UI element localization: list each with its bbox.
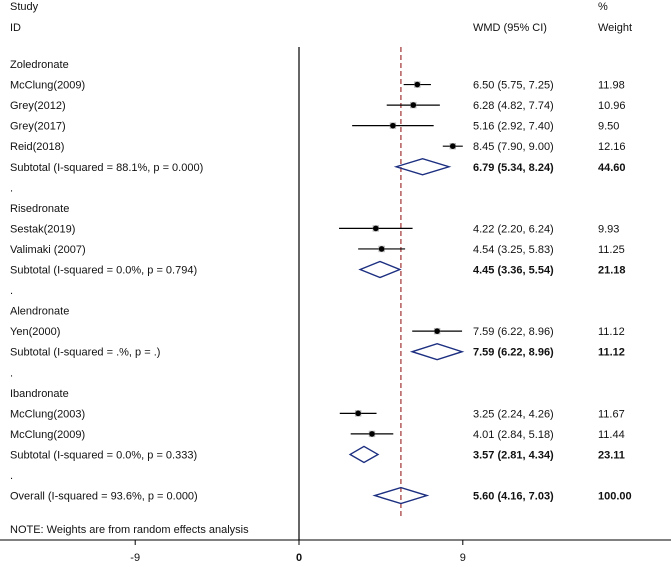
subtotal-label: Subtotal (I-squared = 0.0%, p = 0.333) — [10, 449, 197, 461]
percent-header: % — [598, 1, 608, 13]
ci-value: 6.79 (5.34, 8.24) — [473, 162, 554, 174]
weight-value: 21.18 — [598, 265, 626, 277]
ci-value: 5.60 (4.16, 7.03) — [473, 491, 554, 503]
ci-value: 4.22 (2.20, 6.24) — [473, 223, 554, 235]
ci-value: 3.25 (2.24, 4.26) — [473, 408, 554, 420]
study-row-label: McClung(2003) — [10, 408, 85, 420]
separator-dot: . — [10, 470, 13, 482]
group-label: Zoledronate — [10, 59, 69, 71]
subtotal-diamond — [409, 342, 465, 361]
ci-value: 8.45 (7.90, 9.00) — [473, 141, 554, 153]
subtotal-diamond — [393, 158, 452, 176]
weight-value: 44.60 — [598, 162, 626, 174]
group-label: Risedronate — [10, 203, 69, 215]
study-row-label: Reid(2018) — [10, 141, 64, 153]
footnote: NOTE: Weights are from random effects an… — [10, 524, 249, 536]
weight-value: 11.44 — [598, 429, 625, 441]
weight-value: 10.96 — [598, 100, 626, 112]
rows-layer: Zoledronate McClung(2009) 6.50 (5.75, 7.25… — [10, 47, 632, 540]
weight-value: 11.25 — [598, 244, 625, 256]
ci-value: 7.59 (6.22, 8.96) — [473, 326, 554, 338]
point-estimate — [355, 410, 361, 417]
point-estimate — [390, 122, 396, 129]
weight-value: 11.67 — [598, 408, 625, 420]
weight-value: 11.12 — [598, 347, 625, 359]
ci-value: 7.59 (6.22, 8.96) — [473, 347, 554, 359]
ci-value: 4.54 (3.25, 5.83) — [473, 244, 554, 256]
weight-header: Weight — [598, 22, 632, 34]
weight-value: 23.11 — [598, 449, 625, 461]
point-estimate — [369, 431, 375, 437]
study-row-label: Yen(2000) — [10, 326, 60, 338]
separator-dot: . — [10, 182, 13, 194]
point-estimate — [449, 143, 456, 149]
overall-label: Overall (I-squared = 93.6%, p = 0.000) — [10, 491, 198, 503]
weight-value: 11.98 — [598, 80, 625, 92]
group-label: Alendronate — [10, 306, 69, 318]
study-row-label: Grey(2012) — [10, 100, 66, 112]
group-label: Ibandronate — [10, 388, 69, 400]
weight-value: 11.12 — [598, 326, 625, 338]
study-row-label: Valimaki (2007) — [10, 244, 86, 256]
study-header: Study — [10, 1, 39, 13]
separator-dot: . — [10, 285, 13, 297]
study-row-label: Grey(2017) — [10, 121, 66, 133]
overall-diamond — [372, 486, 430, 505]
point-estimate — [378, 246, 385, 252]
point-estimate — [373, 225, 379, 232]
weight-value: 9.50 — [598, 121, 619, 133]
study-row-label: McClung(2009) — [10, 80, 85, 92]
subtotal-label: Subtotal (I-squared = 88.1%, p = 0.000) — [10, 162, 203, 174]
x-tick-label: -9 — [130, 552, 140, 564]
study-row-label: Sestak(2019) — [10, 223, 75, 235]
point-estimate — [434, 328, 440, 334]
point-estimate — [410, 102, 417, 108]
weight-value: 100.00 — [598, 491, 632, 503]
subtotal-diamond — [348, 445, 380, 464]
subtotal-label: Subtotal (I-squared = .%, p = .) — [10, 347, 160, 359]
separator-dot: . — [10, 367, 13, 379]
ci-value: 6.28 (4.82, 7.74) — [473, 100, 554, 112]
subtotal-label: Subtotal (I-squared = 0.0%, p = 0.794) — [10, 265, 197, 277]
x-tick-label: 9 — [460, 552, 466, 564]
x-tick-label: 0 — [296, 552, 302, 564]
x-axis-ticks: -9 0 9 — [130, 540, 466, 564]
study-row-label: McClung(2009) — [10, 429, 85, 441]
effect-header: WMD (95% CI) — [473, 22, 547, 34]
weight-value: 12.16 — [598, 141, 626, 153]
ci-value: 4.01 (2.84, 5.18) — [473, 429, 554, 441]
point-estimate — [414, 81, 421, 88]
subtotal-diamond — [358, 260, 402, 279]
ci-value: 4.45 (3.36, 5.54) — [473, 265, 554, 277]
ci-value: 3.57 (2.81, 4.34) — [473, 449, 554, 461]
ci-value: 5.16 (2.92, 7.40) — [473, 121, 554, 133]
weight-value: 9.93 — [598, 223, 619, 235]
ci-value: 6.50 (5.75, 7.25) — [473, 80, 554, 92]
id-header: ID — [10, 22, 21, 34]
